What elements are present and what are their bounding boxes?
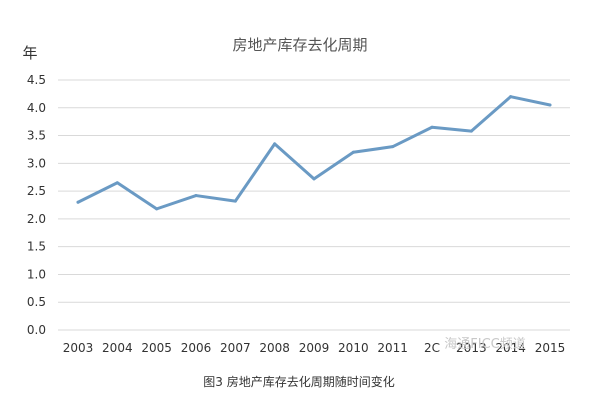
line-chart: 房地产库存去化周期 年 0.0 0.5 1.0 1.5 2.0 2.5 3.0 3.5 4.0 4… [22, 36, 570, 355]
data-point [312, 177, 316, 181]
y-tick-label: 0.0 [27, 323, 46, 337]
x-tick-label: 2C [424, 341, 440, 355]
data-series [76, 95, 552, 211]
x-tick-label: 2006 [181, 341, 212, 355]
x-tick-label: 2010 [338, 341, 369, 355]
x-tick-label: 2005 [141, 341, 172, 355]
data-point [391, 145, 395, 149]
y-tick-label: 3.5 [27, 129, 46, 143]
data-point [469, 129, 473, 133]
data-point [509, 95, 513, 99]
y-axis-label: 年 [22, 44, 37, 62]
x-axis-ticks: 2003 2004 2005 2006 2007 2008 2009 2010 2011 2C 20… [63, 341, 566, 355]
y-tick-label: 0.5 [27, 295, 46, 309]
chart-area: 房地产库存去化周期 年 0.0 0.5 1.0 1.5 2.0 2.5 3.0 3.5 4.0 4… [22, 36, 570, 355]
data-point [194, 194, 198, 198]
data-point [351, 150, 355, 154]
y-axis-ticks: 0.0 0.5 1.0 1.5 2.0 2.5 3.0 3.5 4.0 4.5 [27, 73, 46, 337]
x-tick-label: 2009 [299, 341, 330, 355]
y-tick-label: 3.0 [27, 156, 46, 170]
y-tick-label: 2.5 [27, 184, 46, 198]
gridlines [58, 79, 570, 331]
x-tick-label: 2015 [535, 341, 566, 355]
data-point [155, 207, 159, 211]
data-point [548, 103, 552, 107]
y-tick-label: 1.0 [27, 267, 46, 281]
y-tick-label: 2.0 [27, 212, 46, 226]
data-point [76, 200, 80, 204]
data-point [115, 181, 119, 185]
data-point [233, 199, 237, 203]
chart-title: 房地产库存去化周期 [232, 36, 367, 54]
y-tick-label: 4.5 [27, 73, 46, 87]
x-tick-label: 2008 [259, 341, 290, 355]
x-tick-label: 2013 [456, 341, 487, 355]
figure-caption: 图3 房地产库存去化周期随时间变化 [203, 375, 395, 389]
x-tick-label: 2014 [495, 341, 526, 355]
watermark-text: 海通FICC频道 [444, 337, 525, 352]
y-tick-label: 1.5 [27, 240, 46, 254]
y-tick-label: 4.0 [27, 101, 46, 115]
x-tick-label: 2011 [377, 341, 408, 355]
data-point [273, 142, 277, 146]
x-tick-label: 2003 [63, 341, 94, 355]
data-point [430, 125, 434, 129]
x-tick-label: 2004 [102, 341, 133, 355]
x-tick-label: 2007 [220, 341, 251, 355]
series-line [76, 95, 552, 211]
